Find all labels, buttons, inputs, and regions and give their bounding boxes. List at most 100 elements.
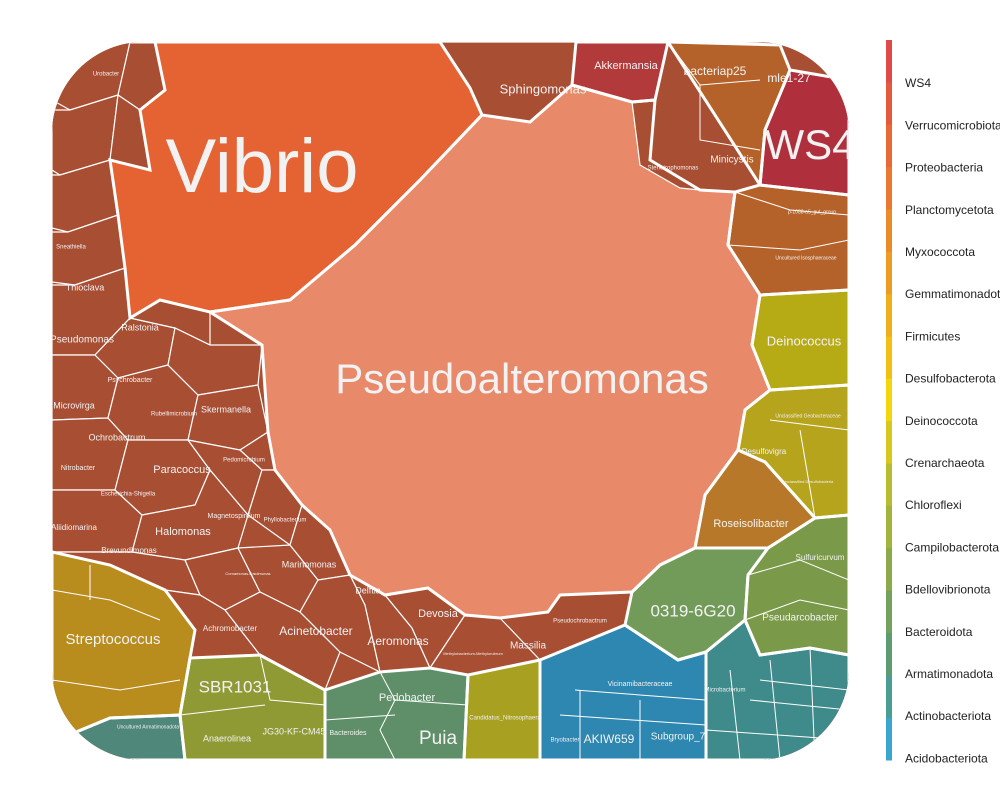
legend-label-myxococcota: Myxococcota (905, 245, 975, 259)
genus-label-bryobacter: Bryobacter (550, 738, 579, 744)
genus-label-uncultured-isosphaeraceae: Uncultured Isosphaeraceae (775, 255, 836, 261)
genus-label-methylobacterium-methylorubrum: Methylobacterium-Methylorubrum (443, 651, 503, 656)
genus-label-subgroup-7: Subgroup_7 (651, 732, 706, 743)
genus-label-achromobacter: Achromobacter (203, 624, 258, 633)
genus-label-delftia: Delftia (355, 585, 381, 595)
genus-label-psychrobacter: Psychrobacter (108, 377, 153, 384)
legend-label-actinobacteriota: Actinobacteriota (905, 709, 991, 723)
legend-label-planctomycetota: Planctomycetota (905, 203, 994, 217)
subcell-divider (379, 671, 396, 760)
legend-swatch-firmicutes (886, 294, 892, 337)
legend-label-bacteroidota: Bacteroidota (905, 625, 973, 639)
legend-label-acidobacteriota: Acidobacteriota (905, 751, 988, 765)
genus-label-desulfovigra: Desulfovigra (742, 447, 787, 456)
legend-label-bdellovibrionota: Bdellovibrionota (905, 583, 991, 597)
genus-label-uncultured-armatimonadota: Uncultured Armatimonadota (117, 724, 179, 730)
genus-label-akiw659: AKIW659 (584, 732, 635, 746)
subcell-divider (759, 679, 849, 691)
legend-label-firmicutes: Firmicutes (905, 329, 960, 343)
legend-swatch-desulfobacterota (886, 336, 892, 380)
genus-label-candidatus-nitrosophaera: Candidatus_Nitrosophaera (469, 716, 541, 722)
legend-swatch-verrucomicrobiota (886, 82, 892, 126)
genus-label-jg30-kf-cm45: JG30-KF-CM45 (262, 726, 325, 736)
genus-label-unclassified-geobacteraceae: Unclassified Geobacteraceae (775, 413, 841, 419)
genus-label-0319-6g20: 0319-6G20 (650, 601, 735, 620)
legend-swatch-campilobacterota (886, 505, 892, 549)
subcell-divider (179, 704, 266, 716)
genus-label-brevundimonas: Brevundimonas (101, 546, 157, 555)
genus-label-bacteroides: Bacteroides (330, 730, 367, 737)
genus-label-puia: Puia (419, 728, 457, 749)
subcell-divider (729, 669, 741, 760)
genus-label-sbr1031: SBR1031 (199, 677, 272, 696)
genus-label-ochrobactrum: Ochrobactrum (88, 432, 145, 442)
legend-swatch-crenarchaeota (886, 421, 892, 465)
genus-label-escherichia-shigella: Escherichia-Shigella (101, 492, 156, 498)
subcell-divider (744, 599, 849, 621)
genus-label-halomonas: Halomonas (155, 526, 211, 538)
genus-label-pseudochrobactrum: Pseudochrobactrum (553, 619, 607, 625)
genus-label-p-1088-a5-gut-group: p-1088-a5_gut_group (788, 209, 836, 215)
subcell-divider (749, 699, 849, 711)
genus-label-skermanella: Skermanella (201, 404, 251, 414)
legend-swatch-bacteroidota (886, 590, 892, 634)
genus-label-marinomonas: Marinomonas (282, 559, 337, 569)
legend-swatch-ws4 (886, 40, 892, 83)
genus-label-pseudoalteromonas: Pseudoalteromonas (335, 355, 709, 402)
subcell-divider (769, 659, 781, 760)
subcell-divider (727, 239, 849, 251)
legend-swatch-bdellovibrionota (886, 548, 892, 592)
legend-label-deinococcota: Deinococcota (905, 414, 978, 428)
legend-swatch-actinobacteriota (886, 675, 892, 719)
genus-label-roseisolibacter: Roseisolibacter (713, 518, 789, 530)
legend-swatch-proteobacteria (886, 124, 892, 168)
legend-label-desulfobacterota: Desulfobacterota (905, 372, 996, 386)
legend-label-proteobacteria: Proteobacteria (905, 161, 983, 175)
legend-swatch-chloroflexi (886, 463, 892, 507)
legend-swatch-planctomycetota (886, 167, 892, 210)
genus-label-comamonas-caldimonas: Comamonas-Caldimonas (225, 571, 270, 576)
legend-swatch-gemmatimonadota (886, 251, 892, 295)
genus-label-stenotrophomonas: Stenotrophomonas (648, 166, 699, 172)
genus-label-massilia: Massilia (510, 641, 547, 652)
genus-label-minicystis: Minicystis (710, 155, 753, 166)
genus-label-nitrobacter: Nitrobacter (61, 465, 96, 472)
subcell-divider (734, 191, 849, 216)
genus-label-mle1-27: mle1-27 (767, 71, 811, 85)
genus-label-phyllobacterium: Phyllobacterium (264, 518, 307, 524)
subcell-divider (324, 714, 396, 721)
phylum-border (323, 666, 470, 760)
subcell-divider (394, 699, 469, 706)
treemap-cells (52, 42, 849, 760)
genus-label-acinetobacter: Acinetobacter (279, 624, 352, 638)
legend-label-gemmatimonadota: Gemmatimonadota (905, 287, 1000, 301)
legend-label-campilobacterota: Campilobacterota (905, 540, 999, 554)
genus-label-paracoccus: Paracoccus (153, 464, 211, 476)
genus-label-sulfuricurvum: Sulfuricurvum (796, 553, 845, 562)
genus-label-pedobacter: Pedobacter (379, 692, 436, 704)
genus-label-bacteriap25: bacteriap25 (684, 64, 747, 78)
subcell-divider (259, 654, 326, 706)
genus-label-microvirga: Microvirga (53, 400, 95, 410)
genus-label-magnetospirillum: Magnetospirillum (208, 513, 261, 520)
legend-label-armatimonadota: Armatimonadota (905, 667, 993, 681)
genus-border-pseudoalteromonas (205, 83, 772, 620)
legend-label-chloroflexi: Chloroflexi (905, 498, 962, 512)
treemap-labels: Pseudoalteromonas Vibrio Sphingomonas Akker… (51, 60, 849, 749)
genus-label-streptococcus: Streptococcus (65, 631, 160, 648)
genus-label-sphingomonas: Sphingomonas (500, 81, 587, 96)
phylum-border (704, 617, 849, 760)
legend-label-ws4: WS4 (905, 76, 931, 90)
legend-label-verrucomicrobiota: Verrucomicrobiota (905, 118, 1000, 132)
legend-swatch-deinococcota (886, 378, 892, 422)
genus-label-aeromonas: Aeromonas (367, 634, 428, 648)
genus-label-rubellimicrobium: Rubellimicrobium (151, 412, 197, 418)
genus-label-aliidiomarina: Aliidiomarina (51, 523, 97, 532)
subcell-divider (799, 429, 816, 519)
subcell-divider (52, 589, 161, 621)
subcell-divider (747, 559, 849, 581)
genus-label-thioclava: Thioclava (66, 282, 105, 292)
proteobacteria-subcell (52, 417, 129, 491)
genus-label-ralstonia: Ralstonia (121, 322, 159, 332)
